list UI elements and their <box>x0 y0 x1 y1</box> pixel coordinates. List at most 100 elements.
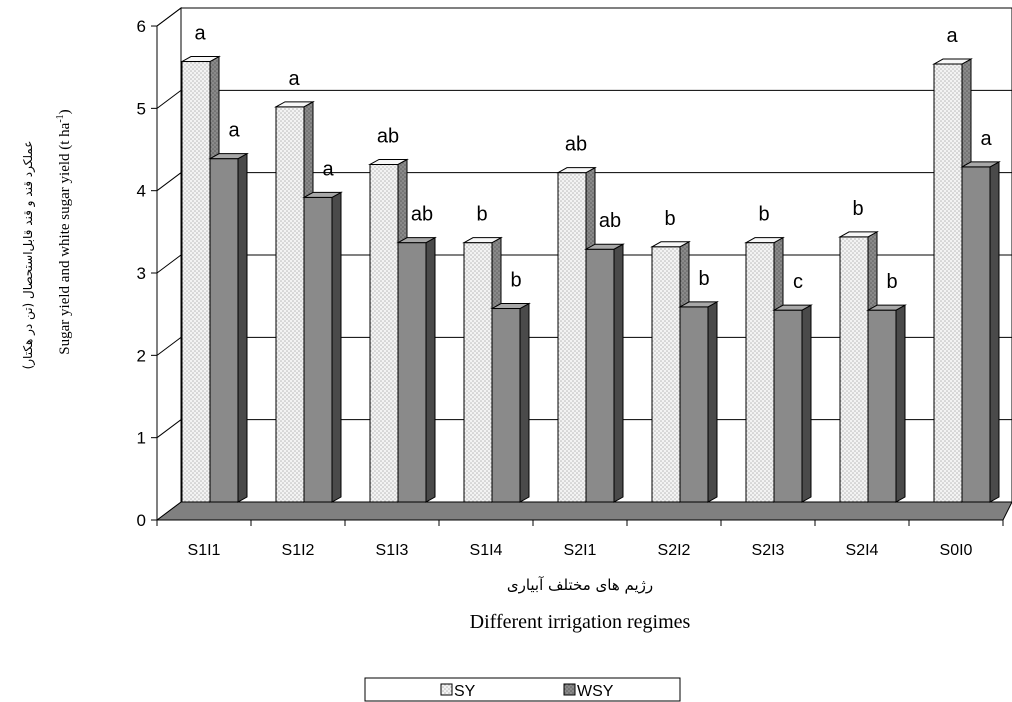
bar-front <box>839 236 869 503</box>
bar-top <box>584 243 625 250</box>
legend-swatch-sy <box>440 683 453 696</box>
bar-front <box>745 242 775 503</box>
bar-top <box>462 237 503 244</box>
bar-side <box>613 243 624 503</box>
significance-letter: b <box>886 271 897 293</box>
bar-top <box>932 58 973 65</box>
significance-letter: b <box>698 268 709 290</box>
bar-wsy <box>396 236 437 503</box>
bar-front <box>585 248 615 503</box>
bar-side <box>519 302 530 503</box>
gridline-side <box>156 254 182 274</box>
bar-top <box>866 304 907 311</box>
bar-top <box>180 56 221 63</box>
significance-letter: ab <box>599 210 621 232</box>
significance-letter: ab <box>565 134 587 156</box>
bar-wsy <box>490 302 531 503</box>
y-axis-title-fa: عملکرد قند و قند قابل‌استحصال (تن در هکت… <box>21 141 36 370</box>
bar-top <box>274 101 315 108</box>
bar-top <box>744 237 785 244</box>
x-axis-title-fa: رژیم های مختلف آبیاری <box>507 576 653 594</box>
x-tick-label: S2I3 <box>752 542 785 559</box>
legend-box <box>364 677 681 702</box>
bar-front <box>933 63 963 503</box>
significance-letter: a <box>322 158 334 180</box>
bar-wsy <box>960 161 1001 503</box>
bar-front <box>275 106 305 503</box>
y-axis-title-sup: -1 <box>55 114 66 122</box>
x-tick-label: S0I0 <box>940 542 973 559</box>
y-tick-label: 5 <box>137 99 146 118</box>
significance-letter: b <box>664 208 675 230</box>
bar-top <box>556 167 597 174</box>
bar-wsy <box>866 304 907 503</box>
bar-front <box>773 309 803 503</box>
x-tick-label: S2I4 <box>846 542 879 559</box>
significance-letters: a a a a ab ab b b ab ab b b b c b b a a <box>194 23 992 294</box>
y-tick-label: 3 <box>137 264 146 283</box>
significance-letter: ab <box>411 204 433 226</box>
bar-front <box>491 308 521 503</box>
legend-swatch-wsy <box>563 683 576 696</box>
bar-top <box>772 304 813 311</box>
significance-letter: b <box>852 198 863 220</box>
significance-letter: b <box>758 204 769 226</box>
bar-side <box>331 191 342 503</box>
y-axis-title-close: ) <box>57 109 73 114</box>
bar-front <box>369 163 399 503</box>
bar-front <box>651 246 681 503</box>
legend-label-wsy: WSY <box>577 683 614 700</box>
legend-label-sy: SY <box>454 683 476 700</box>
x-tick-label: S1I4 <box>470 542 503 559</box>
bar-top <box>678 301 719 308</box>
plot-floor <box>155 501 1012 521</box>
significance-letter: a <box>194 23 206 45</box>
bar-side <box>425 236 436 503</box>
bar-front <box>463 242 493 503</box>
significance-letter: a <box>946 25 958 47</box>
x-tick-label: S1I3 <box>376 542 409 559</box>
gridline-side <box>156 336 182 356</box>
legend: SY WSY <box>364 677 681 702</box>
y-tick-label: 1 <box>137 429 146 448</box>
bar-top <box>208 153 249 160</box>
gridline-side <box>156 7 182 27</box>
significance-letter: b <box>510 270 521 292</box>
gridline-side <box>156 172 182 192</box>
y-tick-label: 2 <box>137 346 146 365</box>
bar-front <box>679 306 709 503</box>
bar-top <box>490 303 531 310</box>
bar-side <box>707 301 718 503</box>
gridline-side <box>156 89 182 109</box>
bar-wsy <box>678 301 719 503</box>
significance-letter: c <box>793 271 803 293</box>
y-axis-title-main: Sugar yield and white sugar yield (t ha <box>57 122 73 354</box>
bar-top <box>302 191 343 198</box>
x-tick-label: S2I1 <box>564 542 597 559</box>
bar-top <box>396 237 437 244</box>
bar-side <box>989 161 1000 503</box>
significance-letter: a <box>980 128 992 150</box>
bar-front <box>557 172 587 503</box>
bar-front <box>181 61 211 503</box>
bar-top <box>368 158 409 165</box>
significance-letter: ab <box>377 125 399 147</box>
x-tick-label: S2I2 <box>658 542 691 559</box>
bar-wsy <box>772 304 813 503</box>
bar-top <box>650 241 691 248</box>
bar-front <box>303 196 333 503</box>
bar-top <box>838 231 879 238</box>
bar-wsy <box>584 243 625 503</box>
gridline-side <box>156 419 182 439</box>
significance-letter: b <box>476 204 487 226</box>
x-axis-title: Different irrigation regimes <box>470 611 691 633</box>
y-tick-label: 6 <box>137 17 146 36</box>
significance-letter: a <box>288 68 300 90</box>
x-tick-label: S1I1 <box>188 542 221 559</box>
significance-letter: a <box>228 120 240 142</box>
x-axis: S1I1 S1I2 S1I3 S1I4 S2I1 S2I2 S2I3 S2I4 S0I0 <box>156 519 1004 559</box>
bar-front <box>961 166 991 503</box>
bar-front <box>867 309 897 503</box>
y-axis-title: Sugar yield and white sugar yield (t ha-… <box>55 109 73 354</box>
